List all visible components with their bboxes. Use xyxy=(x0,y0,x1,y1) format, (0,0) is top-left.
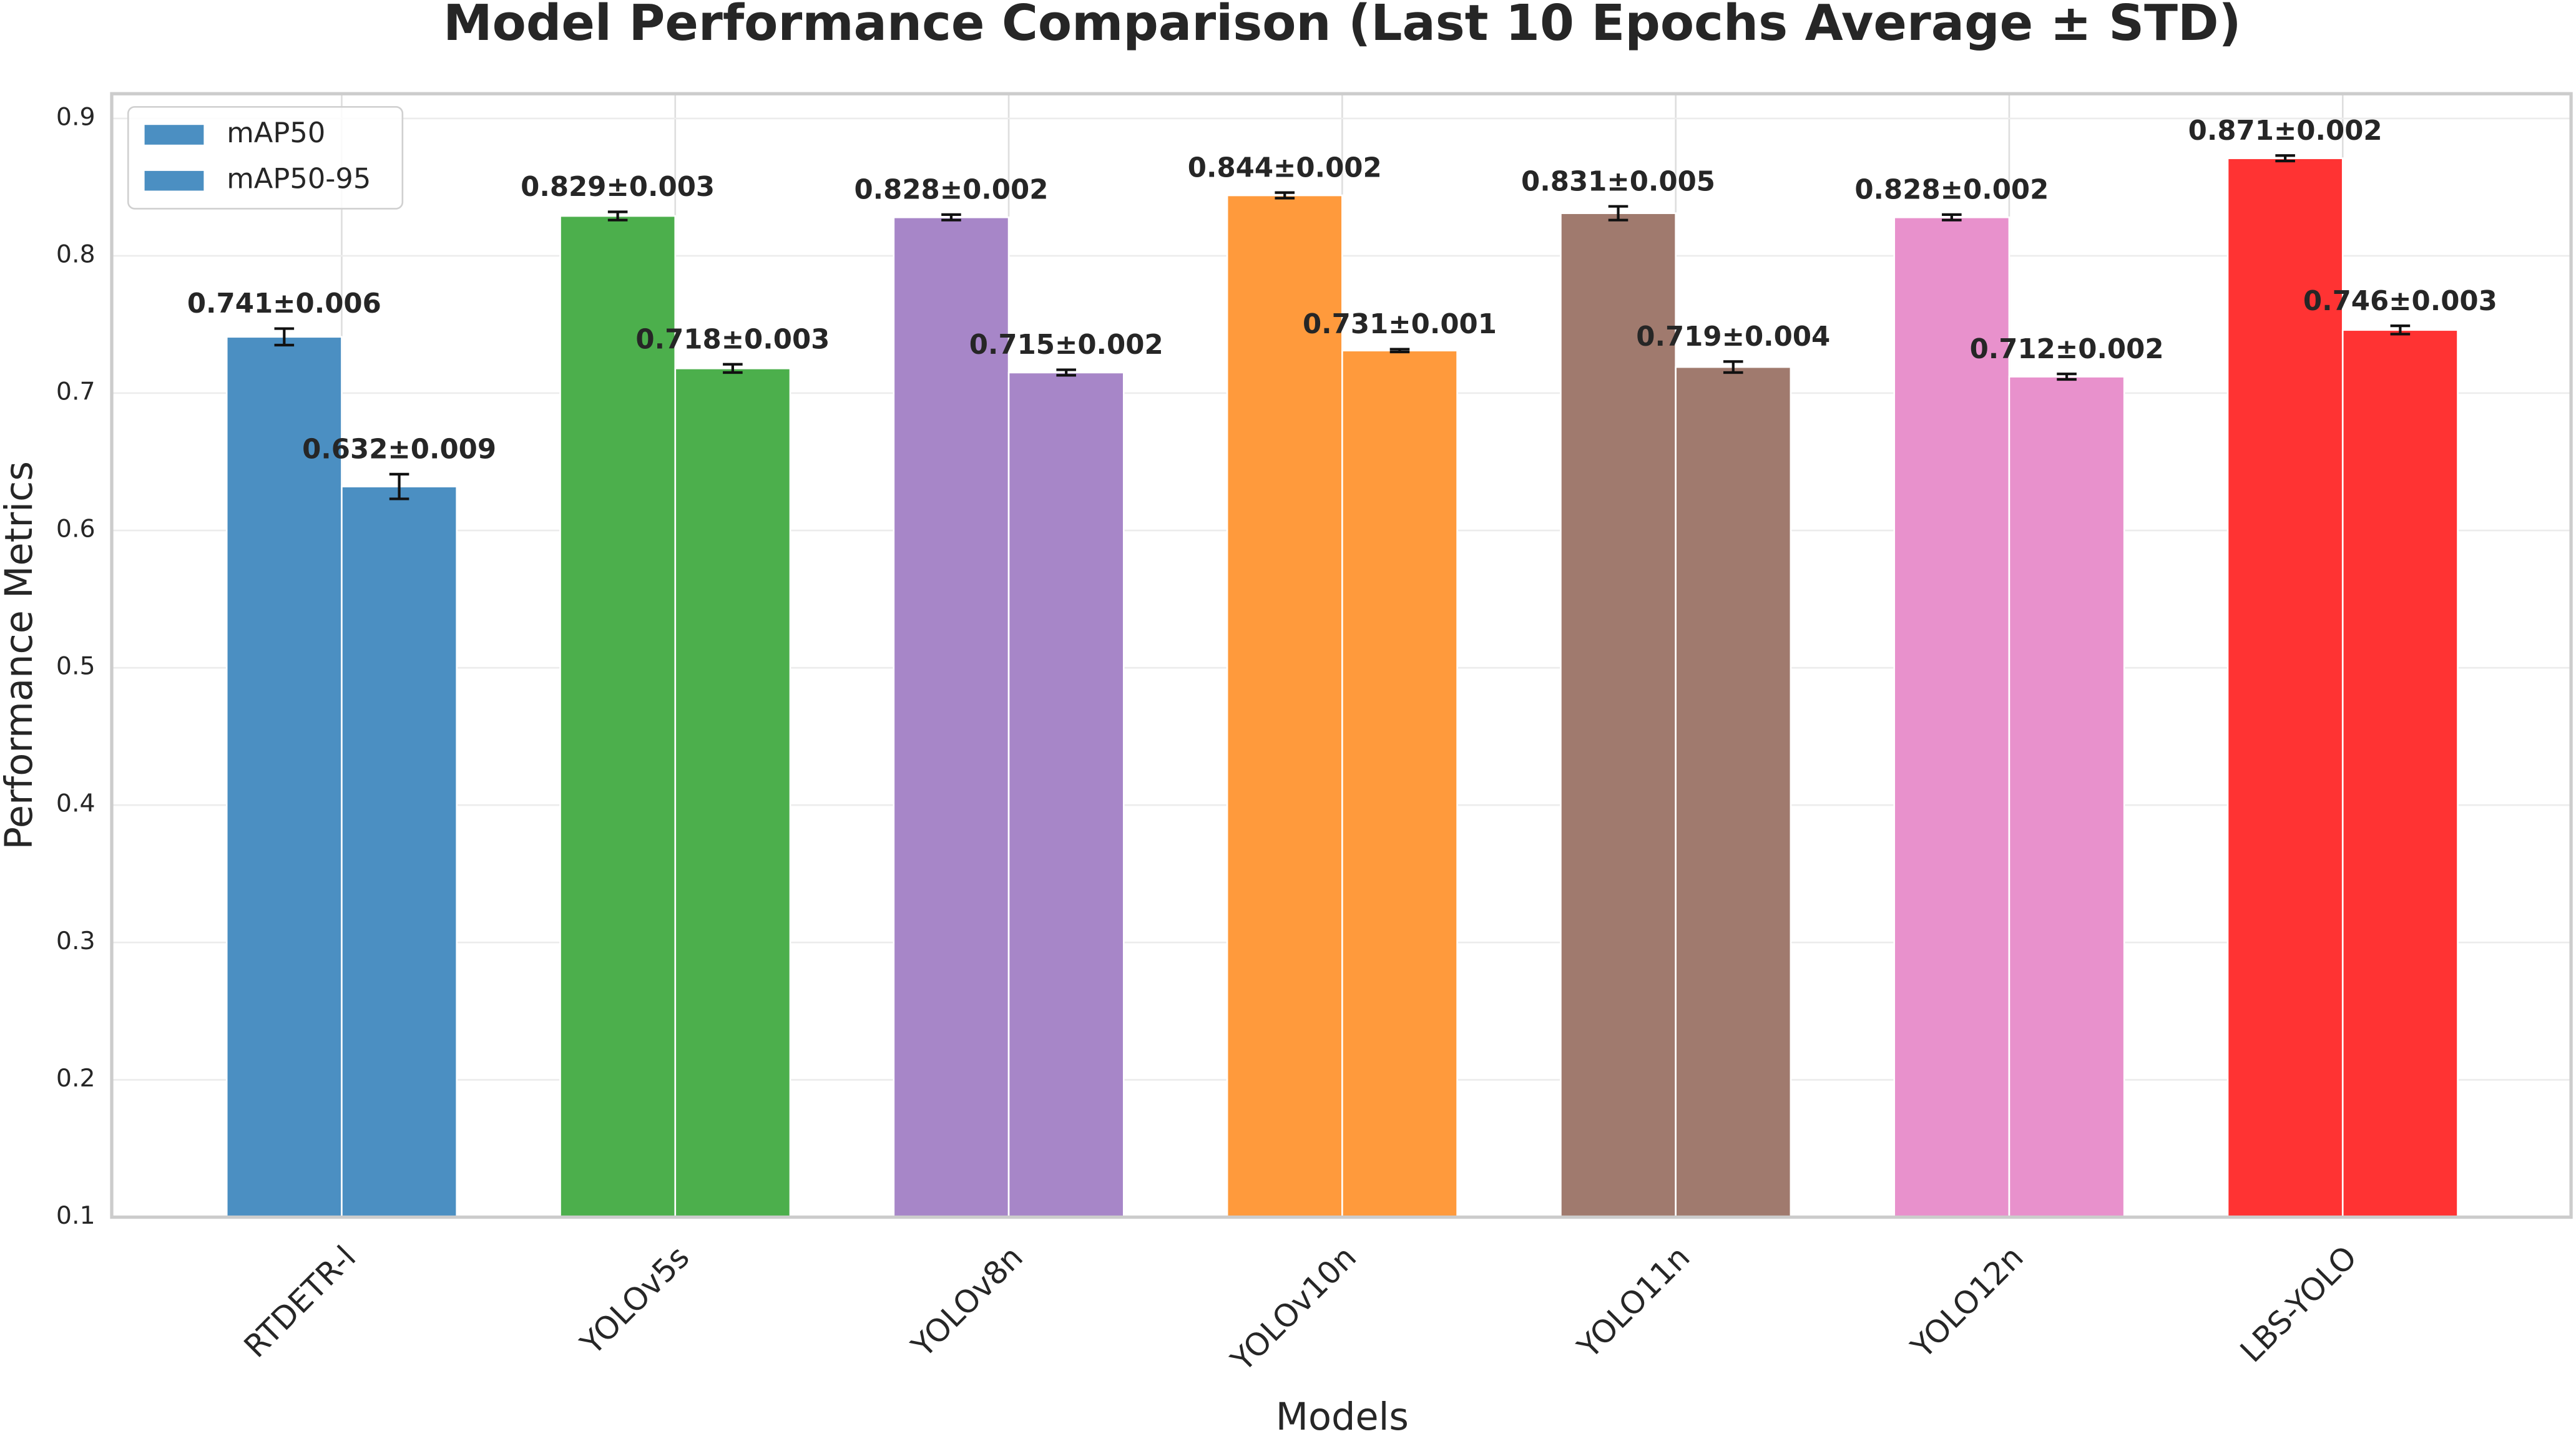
bar xyxy=(2341,329,2459,1218)
legend-swatch xyxy=(144,170,204,191)
y-tick-label: 0.6 xyxy=(56,515,95,544)
y-tick-label: 0.5 xyxy=(56,652,95,681)
data-label: 0.844±0.002 xyxy=(1188,152,1382,183)
data-label: 0.715±0.002 xyxy=(969,329,1163,361)
y-tick-label: 0.3 xyxy=(56,927,95,955)
data-label: 0.712±0.002 xyxy=(1970,334,2164,365)
data-label: 0.741±0.006 xyxy=(187,288,381,320)
bar xyxy=(341,485,458,1218)
data-label: 0.632±0.009 xyxy=(302,434,496,465)
x-axis-label: Models xyxy=(1276,1395,1409,1439)
bar xyxy=(893,216,1010,1218)
bar xyxy=(225,336,343,1218)
bar xyxy=(1675,366,1792,1218)
y-tick-label: 0.7 xyxy=(56,377,95,406)
data-label: 0.828±0.002 xyxy=(854,175,1048,206)
error-bar xyxy=(1056,368,1076,377)
data-label: 0.871±0.002 xyxy=(2188,115,2383,147)
y-tick-label: 0.2 xyxy=(56,1064,95,1093)
error-bar xyxy=(723,363,743,374)
y-tick-label: 0.8 xyxy=(56,240,95,268)
data-label: 0.718±0.003 xyxy=(635,324,830,355)
data-label: 0.731±0.001 xyxy=(1303,309,1497,340)
error-bar xyxy=(1389,348,1410,354)
bar xyxy=(1893,216,2010,1218)
error-bar xyxy=(274,327,295,347)
legend-label: mAP50 xyxy=(227,116,325,149)
error-bar xyxy=(1942,213,1962,222)
chart-title: Model Performance Comparison (Last 10 Ep… xyxy=(443,0,2241,52)
legend: mAP50 mAP50-95 xyxy=(127,105,404,210)
y-axis-label: Performance Metrics xyxy=(0,461,41,849)
error-bar xyxy=(941,213,961,222)
bar xyxy=(674,368,791,1218)
bar xyxy=(559,215,677,1218)
bar xyxy=(1226,194,1343,1218)
error-bar xyxy=(1723,360,1743,374)
error-bar xyxy=(2390,324,2411,336)
y-tick-label: 0.4 xyxy=(56,789,95,818)
data-label: 0.719±0.004 xyxy=(1636,321,1830,353)
y-tick-label: 0.1 xyxy=(56,1201,95,1230)
data-label: 0.828±0.002 xyxy=(1854,175,2049,206)
error-bar xyxy=(1608,205,1628,222)
bar xyxy=(1341,349,1458,1218)
bar xyxy=(2226,157,2344,1218)
error-bar xyxy=(2275,154,2295,163)
error-bar xyxy=(2057,373,2077,381)
data-label: 0.746±0.003 xyxy=(2303,286,2497,317)
error-bar xyxy=(389,472,409,500)
data-label: 0.831±0.005 xyxy=(1521,166,1715,197)
bar xyxy=(2008,376,2125,1218)
plot-frame xyxy=(110,92,2573,1219)
legend-label: mAP50-95 xyxy=(227,162,371,195)
bar xyxy=(1007,371,1125,1218)
y-tick-label: 0.9 xyxy=(56,102,95,131)
data-label: 0.829±0.003 xyxy=(521,172,715,203)
error-bar xyxy=(1275,191,1295,200)
bar xyxy=(1560,212,1677,1218)
error-bar xyxy=(607,210,628,222)
legend-swatch xyxy=(144,125,204,145)
